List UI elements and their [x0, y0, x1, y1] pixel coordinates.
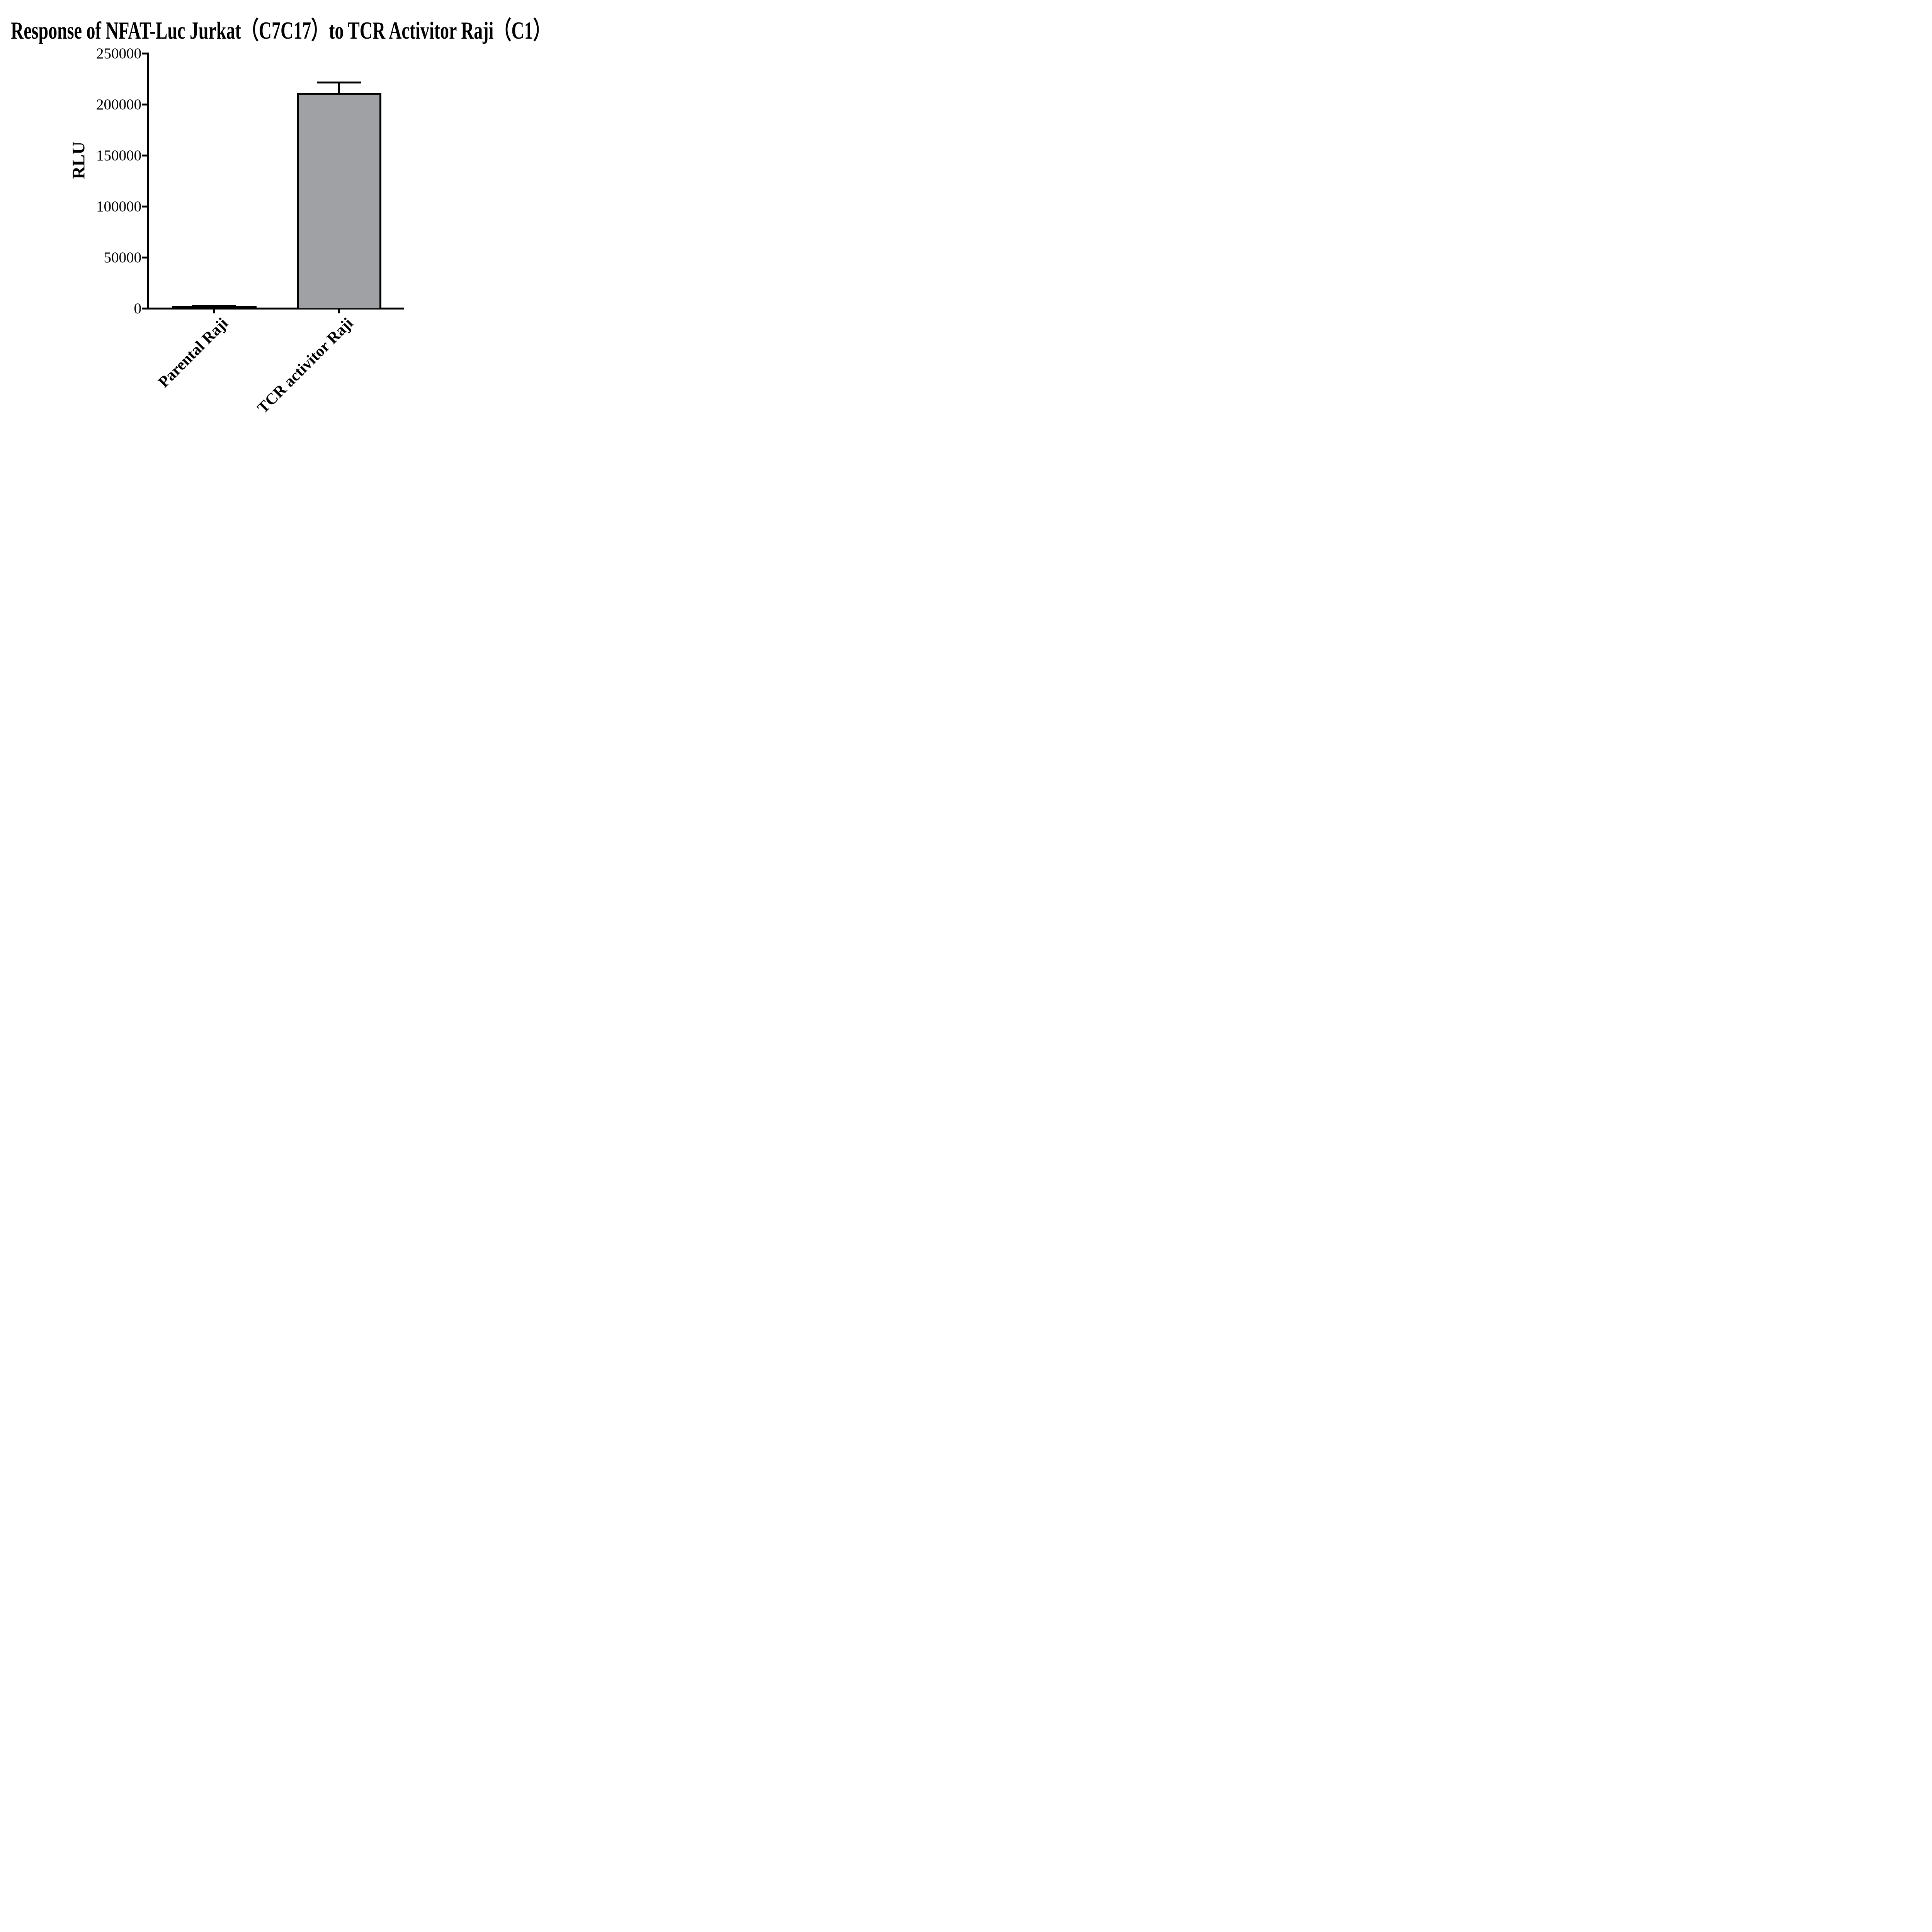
x-category-label-tcr-activitor-raji: TCR activitor Raji — [253, 314, 356, 417]
y-axis-tick — [142, 206, 147, 207]
y-tick-label: 50000 — [104, 249, 142, 266]
x-axis-line — [147, 308, 404, 310]
y-axis-tick — [142, 257, 147, 259]
bar-fill-tcr-activitor-raji — [299, 95, 379, 309]
y-axis-tick — [142, 308, 147, 310]
error-bar-cap-parental-raji — [192, 305, 236, 307]
y-tick-label: 100000 — [96, 198, 141, 215]
y-axis-tick — [142, 155, 147, 156]
y-tick-label: 250000 — [96, 45, 141, 62]
chart-title: Response of NFAT-Luc Jurkat（C7C17）to TCR… — [11, 17, 551, 44]
error-bar-stem-tcr-activitor-raji — [338, 82, 340, 95]
figure-canvas: Response of NFAT-Luc Jurkat（C7C17）to TCR… — [0, 0, 551, 444]
y-axis-tick — [142, 104, 147, 105]
y-tick-label: 200000 — [96, 96, 141, 113]
x-axis-tick-parental-raji — [213, 310, 215, 313]
bar-parental-raji — [172, 306, 257, 310]
x-axis-tick-tcr-activitor-raji — [338, 310, 340, 313]
error-bar-cap-tcr-activitor-raji — [317, 82, 361, 84]
y-axis-line — [147, 53, 149, 310]
y-axis-tick — [142, 53, 147, 54]
x-category-label-parental-raji: Parental Raji — [154, 314, 231, 391]
bar-tcr-activitor-raji — [297, 93, 381, 310]
y-tick-label: 0 — [134, 300, 142, 317]
y-tick-label: 150000 — [96, 147, 141, 164]
